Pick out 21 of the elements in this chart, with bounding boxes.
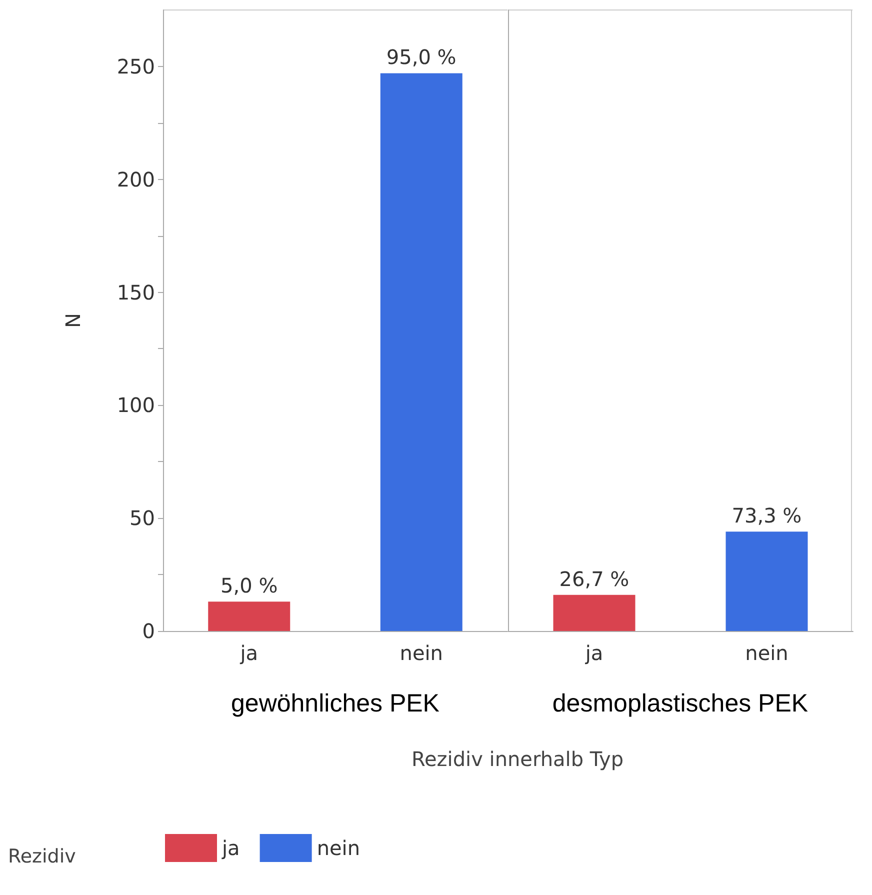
x-tick-label: nein <box>744 641 788 665</box>
y-tick-label: 200 <box>116 167 155 192</box>
x-axis-title: gewöhnliches PEK <box>231 690 440 718</box>
x-tick-label: nein <box>400 641 443 665</box>
x-tick-label: ja <box>584 641 603 665</box>
annotation: 73,3 % <box>731 504 802 528</box>
y-tick-label: 0 <box>142 619 155 643</box>
x-axis-title: desmoplastisches PEK <box>552 690 808 718</box>
legend-label: nein <box>316 836 360 860</box>
y-tick-label: 150 <box>116 280 155 304</box>
x-tick-label: ja <box>239 641 258 665</box>
y-tick-label: 50 <box>130 506 155 530</box>
y-axis-title: N <box>61 313 85 328</box>
annotation: 95,0 % <box>386 45 456 70</box>
legend-label: ja <box>221 836 240 860</box>
annotation: 26,7 % <box>558 566 629 591</box>
y-tick-label: 100 <box>116 393 155 418</box>
legend-title: Rezidiv <box>8 846 76 868</box>
annotation: 5,0 % <box>220 574 278 598</box>
text: Rezidiv innerhalb Typ <box>411 747 624 771</box>
y-tick-label: 250 <box>116 54 155 78</box>
